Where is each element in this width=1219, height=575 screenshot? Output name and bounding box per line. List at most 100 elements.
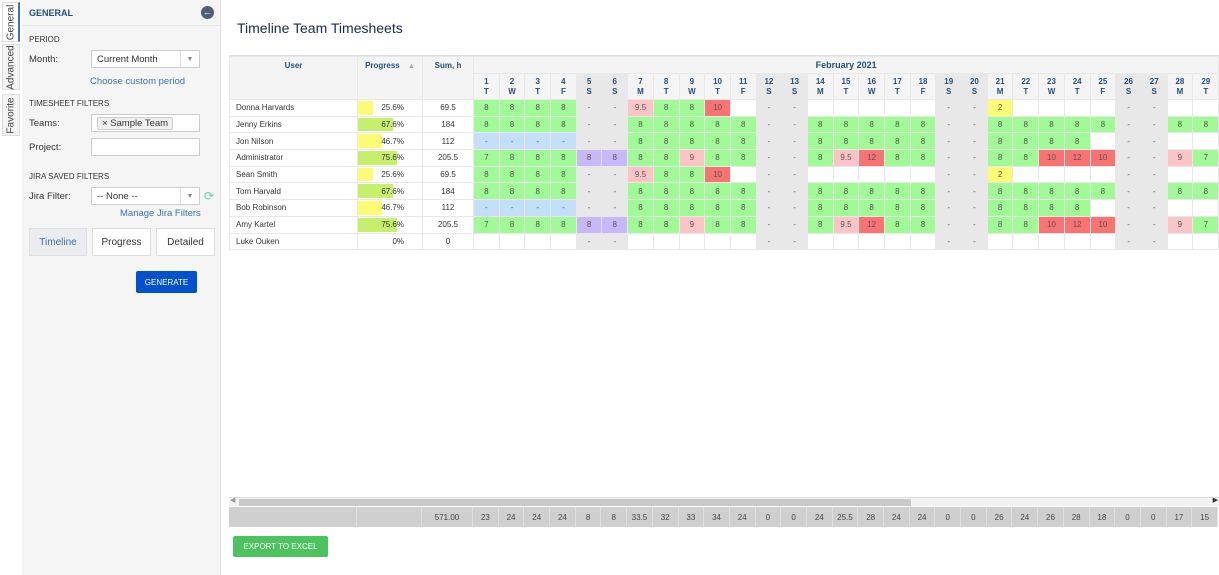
day-cell[interactable]: 8 — [858, 132, 885, 151]
day-cell[interactable]: 8 — [627, 199, 654, 217]
day-cell[interactable]: 8 — [524, 182, 552, 201]
day-cell[interactable]: 8 — [550, 149, 577, 167]
day-cell[interactable]: - — [1140, 115, 1168, 134]
scroll-left-arrow-icon[interactable]: ◀ — [230, 497, 236, 504]
day-cell[interactable]: - — [961, 149, 988, 167]
day-cell[interactable]: - — [781, 232, 808, 251]
day-cell[interactable]: - — [575, 199, 603, 217]
day-cell[interactable]: 8 — [1089, 115, 1117, 134]
day-cell[interactable] — [1038, 165, 1065, 184]
table-row[interactable]: Amy Kartel 75.6% 205.5 7 8 8 8 8 8 8 8 9 8 8- -8 9.5 12 8… — [229, 215, 1219, 234]
day-cell[interactable]: 8 — [729, 182, 757, 201]
vtab-advanced[interactable]: Advanced — [2, 44, 20, 90]
day-cell[interactable]: 8 — [704, 149, 731, 167]
day-cell[interactable]: - — [755, 132, 783, 151]
day-cell[interactable]: 2 — [986, 99, 1014, 117]
day-cell[interactable]: 7 — [1192, 215, 1219, 234]
day-cell[interactable]: - — [1115, 232, 1142, 251]
day-cell[interactable]: - — [961, 115, 988, 134]
day-cell[interactable]: 8 — [806, 182, 834, 201]
day-cell[interactable] — [1089, 99, 1117, 117]
day-cell[interactable]: 8 — [652, 199, 680, 217]
day-cell[interactable]: - — [1140, 99, 1168, 117]
day-cell[interactable]: - — [1115, 149, 1142, 167]
day-cell[interactable]: 10 — [704, 165, 731, 184]
day-cell[interactable]: 8 — [473, 99, 500, 117]
day-cell[interactable]: - — [781, 215, 808, 234]
scrollbar-thumb[interactable] — [239, 499, 911, 506]
day-cell[interactable]: 8 — [1192, 115, 1219, 134]
day-cell[interactable]: 8 — [473, 115, 500, 134]
day-cell[interactable]: - — [961, 132, 988, 151]
day-cell[interactable]: - — [1140, 215, 1168, 234]
day-cell[interactable]: 8 — [858, 182, 885, 201]
teams-input[interactable]: × Sample Team — [91, 114, 200, 132]
day-cell[interactable]: 8 — [806, 149, 834, 167]
table-row[interactable]: Luke Ouken 0% 0- - - - - - - - — [229, 232, 1219, 251]
day-cell[interactable]: 8 — [1038, 182, 1065, 201]
day-cell[interactable]: 8 — [1012, 149, 1040, 167]
day-cell[interactable]: 9.5 — [832, 215, 860, 234]
day-cell[interactable] — [1192, 165, 1219, 184]
day-cell[interactable]: - — [498, 132, 526, 151]
day-cell[interactable] — [1012, 99, 1040, 117]
day-cell[interactable]: - — [1140, 182, 1168, 201]
day-cell[interactable]: 8 — [729, 115, 757, 134]
day-cell[interactable]: - — [601, 232, 629, 251]
day-cell[interactable]: - — [935, 165, 963, 184]
day-cell[interactable]: 8 — [1038, 132, 1065, 151]
day-cell[interactable]: - — [524, 199, 552, 217]
day-cell[interactable]: - — [601, 165, 629, 184]
day-cell[interactable]: 8 — [884, 182, 911, 201]
day-cell[interactable]: 8 — [986, 149, 1014, 167]
day-cell[interactable] — [832, 165, 860, 184]
detailed-view-button[interactable]: Detailed — [156, 228, 215, 256]
day-cell[interactable]: - — [1140, 165, 1168, 184]
day-cell[interactable]: - — [961, 99, 988, 117]
day-cell[interactable]: 8 — [858, 199, 885, 217]
day-cell[interactable] — [1038, 232, 1065, 251]
day-cell[interactable]: - — [935, 232, 963, 251]
day-cell[interactable]: - — [755, 149, 783, 167]
day-cell[interactable] — [806, 99, 834, 117]
day-cell[interactable] — [1192, 132, 1219, 151]
day-cell[interactable]: 8 — [909, 182, 937, 201]
day-cell[interactable]: 8 — [1166, 115, 1194, 134]
day-cell[interactable]: 8 — [909, 215, 937, 234]
day-cell[interactable] — [909, 232, 937, 251]
day-cell[interactable]: 8 — [1063, 199, 1091, 217]
manage-jira-filters-link[interactable]: Manage Jira Filters — [120, 208, 201, 219]
day-cell[interactable]: 8 — [601, 149, 629, 167]
day-cell[interactable]: 8 — [704, 215, 731, 234]
day-cell[interactable]: 8 — [1166, 182, 1194, 201]
arrow-left-circle-icon[interactable]: ← — [201, 6, 214, 19]
day-cell[interactable]: - — [935, 132, 963, 151]
day-cell[interactable]: - — [1140, 232, 1168, 251]
day-cell[interactable]: 9.5 — [627, 165, 654, 184]
day-cell[interactable]: 8 — [986, 182, 1014, 201]
day-cell[interactable]: - — [935, 115, 963, 134]
day-cell[interactable] — [1192, 232, 1219, 251]
day-cell[interactable]: 8 — [550, 99, 577, 117]
project-input[interactable] — [91, 138, 200, 156]
day-cell[interactable] — [1166, 199, 1194, 217]
day-cell[interactable]: 8 — [550, 115, 577, 134]
day-cell[interactable]: 9 — [1166, 215, 1194, 234]
day-cell[interactable] — [1166, 132, 1194, 151]
day-cell[interactable]: 8 — [652, 132, 680, 151]
day-cell[interactable] — [1192, 199, 1219, 217]
table-row[interactable]: Jon Nilson 46.7% 112- - - - - -8 8 8 8 8- -8 8 8 8 8- -8 8… — [229, 132, 1219, 151]
column-header-progress[interactable]: Progress ▲ — [357, 56, 423, 100]
day-cell[interactable]: - — [935, 199, 963, 217]
day-cell[interactable]: 8 — [704, 132, 731, 151]
month-select[interactable]: Current Month ▼ — [91, 50, 200, 68]
day-cell[interactable]: 9.5 — [832, 149, 860, 167]
day-cell[interactable]: - — [1115, 182, 1142, 201]
day-cell[interactable]: 8 — [1012, 115, 1040, 134]
day-cell[interactable]: - — [575, 115, 603, 134]
day-cell[interactable]: - — [601, 182, 629, 201]
day-cell[interactable]: - — [1115, 115, 1142, 134]
column-header-user[interactable]: User — [229, 56, 358, 100]
day-cell[interactable]: - — [575, 165, 603, 184]
day-cell[interactable]: 9 — [678, 149, 706, 167]
